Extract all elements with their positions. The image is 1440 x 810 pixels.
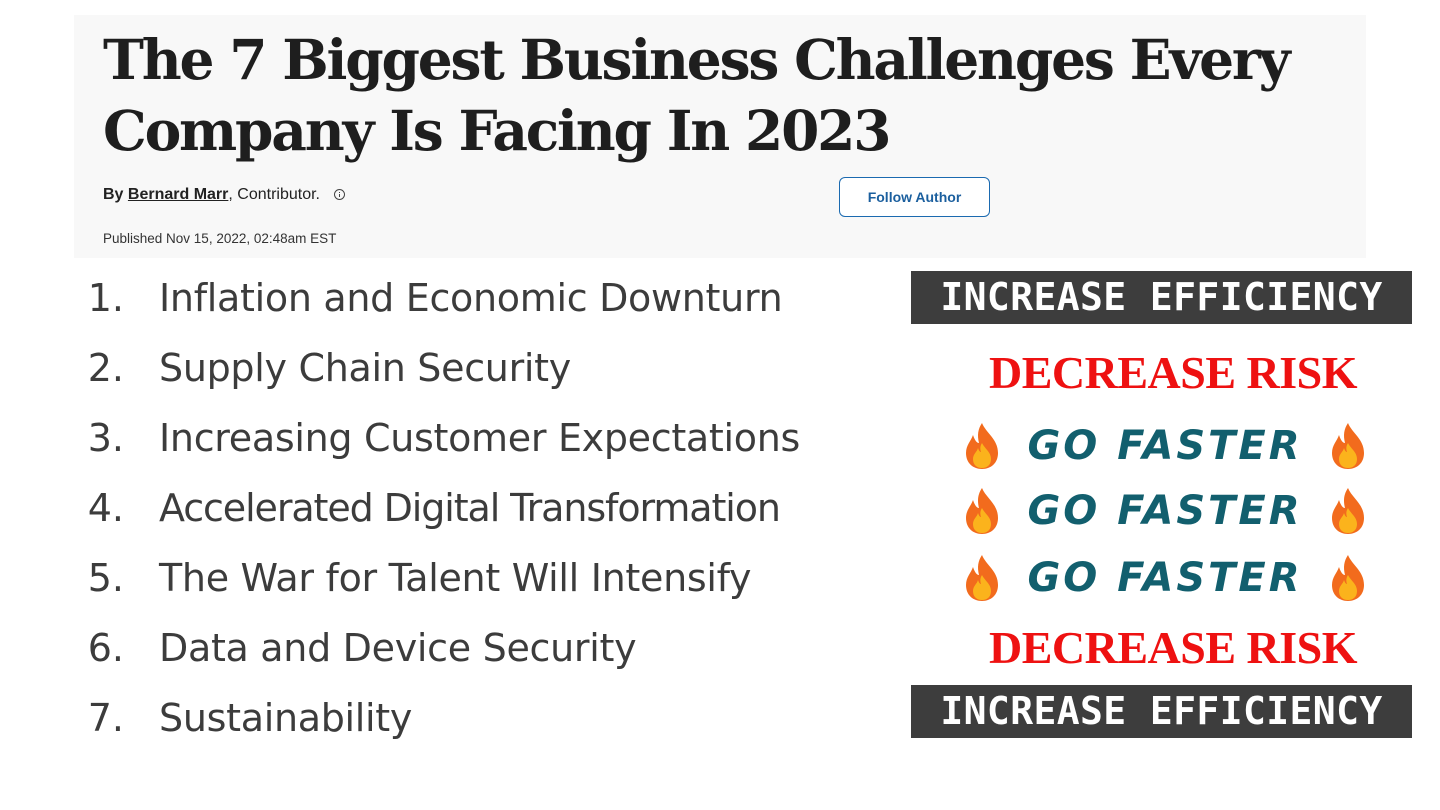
list-item: 1. Inflation and Economic Downturn [0, 268, 900, 328]
list-item-text: Sustainability [159, 696, 413, 740]
list-item-text: Data and Device Security [159, 626, 637, 670]
list-item-number: 7. [87, 696, 124, 740]
go-faster-label: GO FASTER [1027, 423, 1303, 469]
byline-role: , Contributor. [228, 186, 320, 203]
go-faster-label: GO FASTER [1027, 555, 1303, 601]
list-item: 2. Supply Chain Security [0, 338, 900, 398]
list-item: 7. Sustainability [0, 688, 900, 748]
fire-icon [1331, 555, 1364, 601]
increase-efficiency-tag: INCREASE EFFICIENCY [911, 271, 1412, 324]
fire-icon [1331, 488, 1364, 534]
info-icon[interactable] [334, 189, 346, 200]
byline: By Bernard Marr, Contributor. [103, 186, 346, 204]
go-faster-tag: GO FASTER [960, 548, 1370, 608]
list-item-number: 6. [87, 626, 124, 670]
list-item-number: 2. [87, 346, 124, 390]
list-item: 5. The War for Talent Will Intensify [0, 548, 900, 608]
list-item-number: 1. [87, 276, 124, 320]
list-item: 4. Accelerated Digital Transformation [0, 478, 900, 538]
fire-icon [1331, 423, 1364, 469]
decrease-risk-tag: DECREASE RISK [989, 347, 1358, 398]
article-headline: The 7 Biggest Business Challenges Every … [103, 27, 1291, 163]
byline-prefix: By [103, 186, 124, 203]
list-item-text: Increasing Customer Expectations [159, 416, 801, 460]
follow-author-button[interactable]: Follow Author [839, 177, 990, 217]
published-date: Published Nov 15, 2022, 02:48am EST [103, 231, 337, 246]
list-item-number: 5. [87, 556, 124, 600]
list-item: 6. Data and Device Security [0, 618, 900, 678]
article-header-card [74, 15, 1366, 258]
go-faster-tag: GO FASTER [960, 416, 1370, 476]
decrease-risk-tag: DECREASE RISK [989, 622, 1358, 673]
go-faster-label: GO FASTER [1027, 488, 1303, 534]
list-item-number: 3. [87, 416, 124, 460]
go-faster-tag: GO FASTER [960, 481, 1370, 541]
fire-icon [966, 555, 998, 601]
increase-efficiency-tag: INCREASE EFFICIENCY [911, 685, 1412, 738]
list-item-text: Accelerated Digital Transformation [159, 486, 781, 530]
list-item-number: 4. [87, 486, 124, 530]
list-item: 3. Increasing Customer Expectations [0, 408, 900, 468]
fire-icon [966, 423, 998, 469]
list-item-text: Inflation and Economic Downturn [159, 276, 783, 320]
fire-icon [966, 488, 998, 534]
list-item-text: The War for Talent Will Intensify [159, 556, 752, 600]
list-item-text: Supply Chain Security [159, 346, 571, 390]
author-link[interactable]: Bernard Marr [127, 186, 229, 203]
